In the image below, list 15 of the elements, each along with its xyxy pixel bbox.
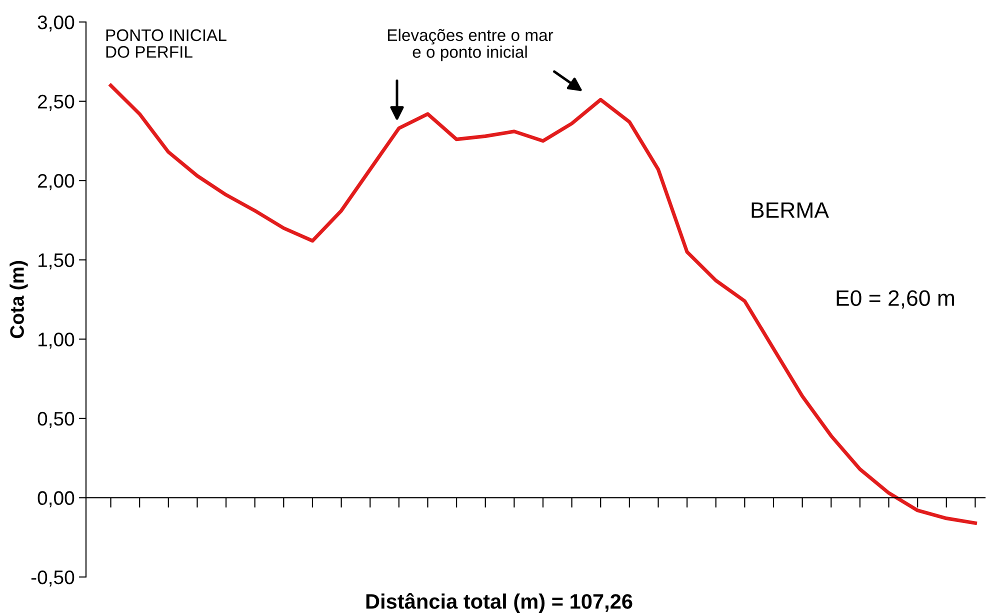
y-tick-label: 1,50 — [38, 253, 74, 270]
y-tick-label: 2,50 — [38, 94, 74, 111]
y-tick-label: 1,00 — [38, 332, 74, 349]
y-tick-label: 0,50 — [38, 412, 74, 428]
annotation: PONTO INICIAL DO PERFIL — [106, 29, 226, 58]
y-tick-label: 2,00 — [38, 174, 74, 190]
y-tick-label: 0,00 — [38, 491, 74, 508]
y-axis-title: Cota (m) — [10, 261, 28, 338]
annotation: E0 = 2,60 m — [836, 290, 954, 309]
y-tick-label: -0,50 — [31, 570, 74, 587]
line-series — [108, 84, 978, 525]
annotation: Elevações entre o mar e o ponto inicial — [388, 28, 554, 62]
x-axis-title: Distância total (m) = 107,26 — [366, 593, 632, 613]
y-tick-label: 3,00 — [38, 15, 74, 32]
annotation: BERMA — [752, 202, 829, 218]
